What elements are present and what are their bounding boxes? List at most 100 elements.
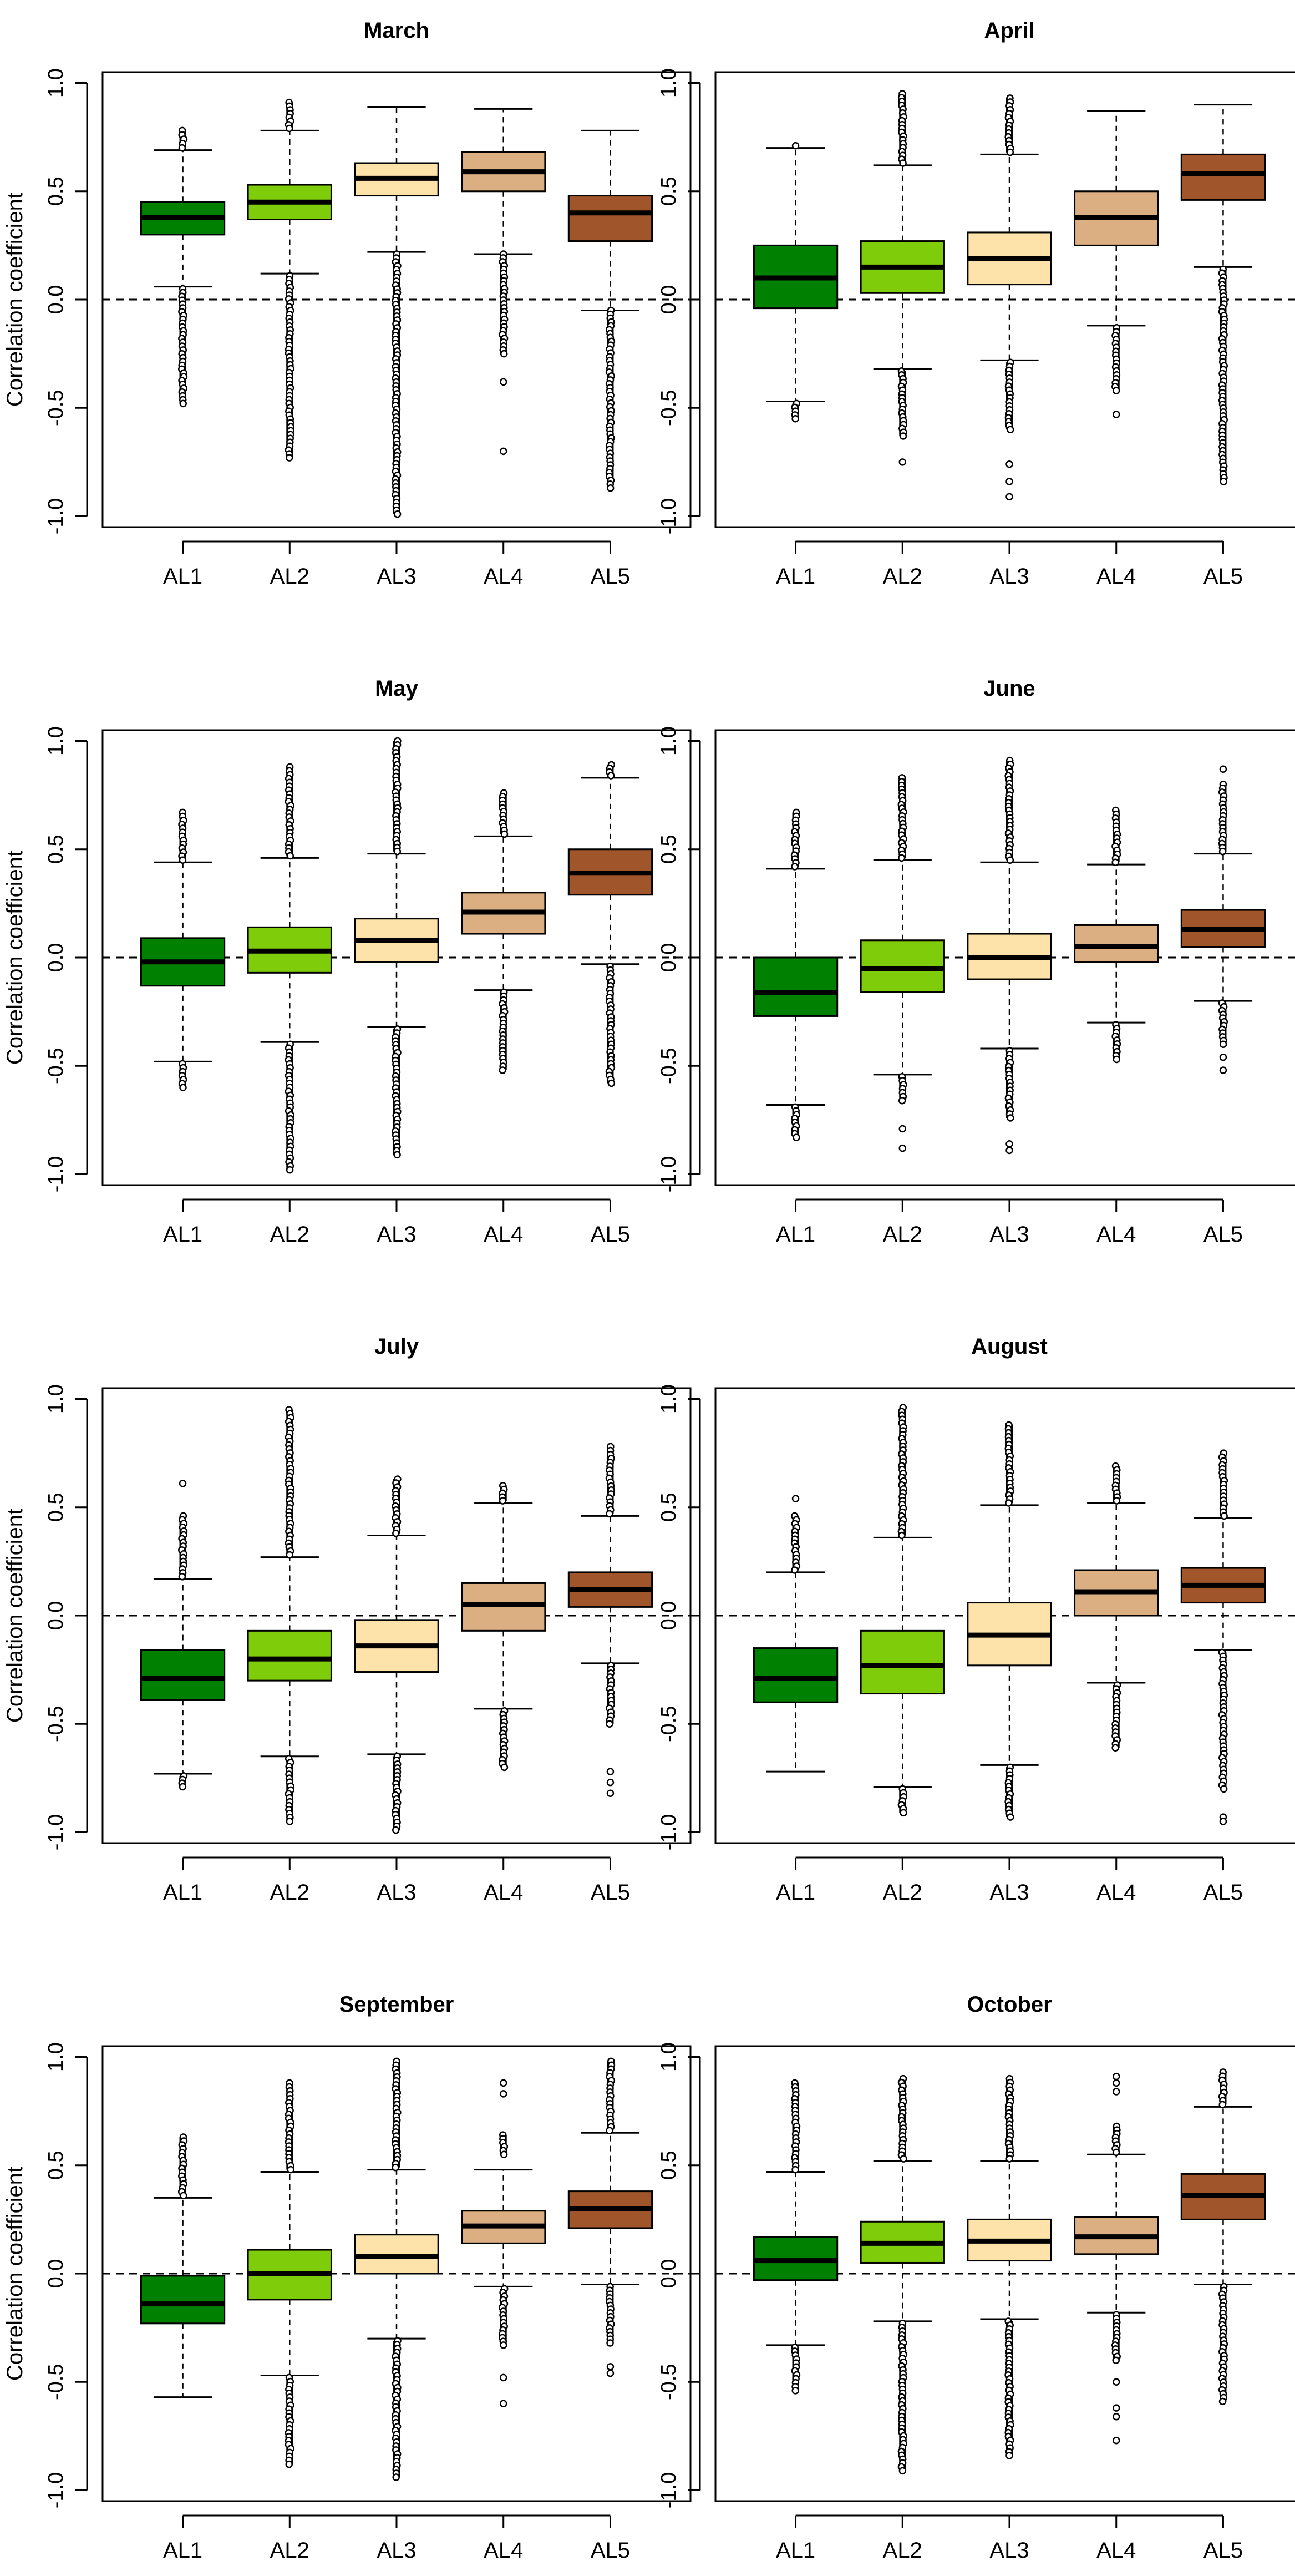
outlier-point [1006, 426, 1014, 434]
box-al5 [1180, 104, 1266, 485]
outlier-point [606, 2127, 613, 2135]
panel-title: October [967, 1992, 1052, 2017]
outlier-point [791, 2387, 799, 2395]
outlier-point [499, 2079, 507, 2087]
outlier-point [179, 1480, 187, 1487]
outlier-point [1005, 2452, 1013, 2459]
x-tick-label: AL2 [883, 2538, 922, 2563]
box-al1 [140, 2133, 226, 2398]
outlier-point [606, 2339, 614, 2347]
x-tick-label: AL3 [989, 564, 1029, 589]
outlier-point [1007, 1114, 1014, 1122]
y-tick-label: 1.0 [44, 726, 68, 756]
outlier-point [898, 1144, 907, 1152]
outlier-point [606, 1778, 615, 1787]
outlier-point [1005, 2155, 1013, 2163]
x-tick-label: AL5 [1203, 1880, 1243, 1905]
x-tick-label: AL2 [883, 1222, 922, 1247]
outlier-point [791, 2165, 799, 2174]
y-tick-label: 1.0 [657, 2042, 680, 2072]
x-tick-label: AL4 [484, 1222, 523, 1247]
outlier-point [793, 1133, 800, 1141]
outlier-point [1218, 847, 1227, 856]
outlier-point [791, 142, 800, 150]
outlier-point [900, 1809, 907, 1817]
outlier-point [1005, 1146, 1013, 1155]
box-al4 [1074, 2072, 1159, 2445]
outlier-point [500, 350, 508, 358]
x-tick-label: AL5 [591, 1222, 630, 1247]
outlier-point [606, 2369, 615, 2377]
box-al1 [140, 126, 226, 408]
y-tick-label: 1.0 [657, 726, 680, 756]
chart-panel: June -1.0 -0.5 0.0 0.5 1.0 AL1 AL2 AL3 AL4 AL5 [657, 676, 1295, 1247]
box-al4 [461, 108, 546, 456]
box-al3 [967, 756, 1052, 1155]
outlier-point [499, 1066, 506, 1074]
box-iqr [247, 1629, 332, 1682]
x-tick-label: AL3 [989, 1880, 1029, 1905]
outlier-point [392, 2163, 399, 2172]
x-tick-label: AL3 [377, 564, 416, 589]
outlier-point [898, 2467, 907, 2475]
box-al2 [860, 774, 945, 1152]
box-al5 [567, 1443, 653, 1797]
y-tick-label: -1.0 [657, 498, 680, 534]
outlier-point [897, 854, 906, 862]
outlier-point [285, 2460, 293, 2468]
outlier-point [179, 1783, 187, 1791]
y-tick-label: -1.0 [657, 1156, 680, 1192]
box-al5 [567, 2057, 653, 2377]
outlier-point [1219, 1818, 1227, 1825]
box-al4 [461, 789, 546, 1074]
box-al4 [461, 1481, 546, 1772]
outlier-point [791, 415, 799, 423]
chart-panel: March Correlation coefficient -1.0 -0.5 0.0 0… [3, 18, 692, 589]
box-iqr [753, 1647, 839, 1703]
outlier-point [1220, 1785, 1228, 1793]
box-al3 [967, 2074, 1052, 2459]
y-tick-label: -0.5 [657, 1047, 680, 1084]
outlier-point [1218, 2101, 1227, 2109]
outlier-point [392, 1529, 400, 1537]
outlier-point [392, 2473, 400, 2481]
x-tick-label: AL4 [484, 2538, 523, 2563]
y-tick-label: 0.5 [44, 176, 68, 206]
outlier-point [898, 1125, 907, 1133]
x-tick-label: AL1 [776, 564, 815, 589]
box-al1 [753, 2079, 839, 2395]
x-tick-label: AL3 [377, 2538, 416, 2563]
y-tick-label: 1.0 [44, 68, 68, 98]
y-tick-label: 0.5 [657, 2150, 680, 2180]
y-tick-label: -1.0 [44, 498, 68, 534]
outlier-point [1219, 1066, 1227, 1074]
y-tick-label: -1.0 [44, 2472, 68, 2508]
outlier-point [607, 1079, 616, 1087]
box-al1 [753, 808, 839, 1141]
y-tick-label: -0.5 [657, 2364, 680, 2400]
outlier-point [1112, 2148, 1120, 2157]
box-iqr [1074, 924, 1159, 963]
box-al5 [567, 761, 653, 1087]
outlier-point [287, 2165, 294, 2174]
x-tick-label: AL1 [776, 1222, 815, 1247]
outlier-point [179, 1084, 187, 1092]
x-tick-label: AL1 [163, 1880, 202, 1905]
x-tick-label: AL5 [591, 564, 630, 589]
outlier-point [1219, 1053, 1227, 1061]
x-tick-label: AL3 [989, 1222, 1029, 1247]
outlier-point [1005, 493, 1013, 501]
outlier-point [1112, 2404, 1120, 2412]
x-tick-label: AL4 [484, 1880, 523, 1905]
y-tick-label: 0.5 [44, 834, 68, 864]
y-tick-label: 0.0 [44, 285, 68, 315]
x-tick-label: AL2 [883, 564, 922, 589]
box-al2 [860, 90, 945, 466]
box-al4 [461, 2079, 546, 2408]
x-tick-label: AL1 [163, 564, 202, 589]
y-tick-label: -1.0 [44, 1156, 68, 1192]
box-al3 [354, 1475, 439, 1834]
x-tick-label: AL4 [1096, 564, 1136, 589]
y-tick-label: 0.0 [657, 1601, 680, 1631]
outlier-point [392, 1826, 400, 1834]
